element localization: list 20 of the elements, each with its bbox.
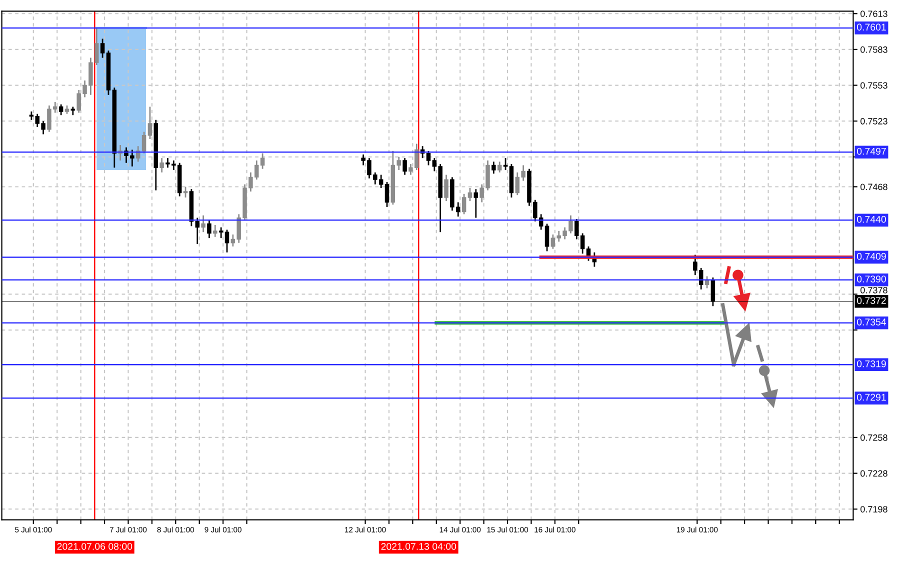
- y-tick-label: 0.7468: [860, 184, 888, 190]
- y-tick-label: 0.7258: [860, 434, 888, 441]
- ref-line-label: 0.7372: [856, 297, 886, 304]
- ref-line-label: 0.7440: [856, 216, 886, 223]
- ref-line-label: 0.7497: [856, 148, 886, 155]
- y-tick-label: 0.7553: [860, 82, 888, 89]
- ref-line-label: 0.7319: [856, 360, 886, 368]
- y-tick-label: 0.7613: [860, 10, 888, 17]
- y-tick-label: 0.7583: [860, 46, 888, 53]
- ref-line-label: 0.7390: [856, 276, 886, 282]
- ref-line-label: 0.7601: [856, 24, 886, 31]
- ref-line-label: 0.7354: [856, 318, 886, 326]
- ref-line-label: 2021.07.06 08:00: [57, 542, 132, 550]
- y-tick-label: 0.7523: [860, 118, 888, 124]
- ref-line-label: 2021.07.13 04:00: [381, 542, 456, 550]
- y-tick-label: 0.7228: [860, 470, 888, 477]
- ref-line-label: 0.7409: [856, 252, 886, 260]
- y-tick-label: 0.7198: [860, 506, 888, 512]
- y-tick-label: 0.7378: [860, 287, 888, 294]
- ref-line-label: 0.7291: [856, 394, 886, 401]
